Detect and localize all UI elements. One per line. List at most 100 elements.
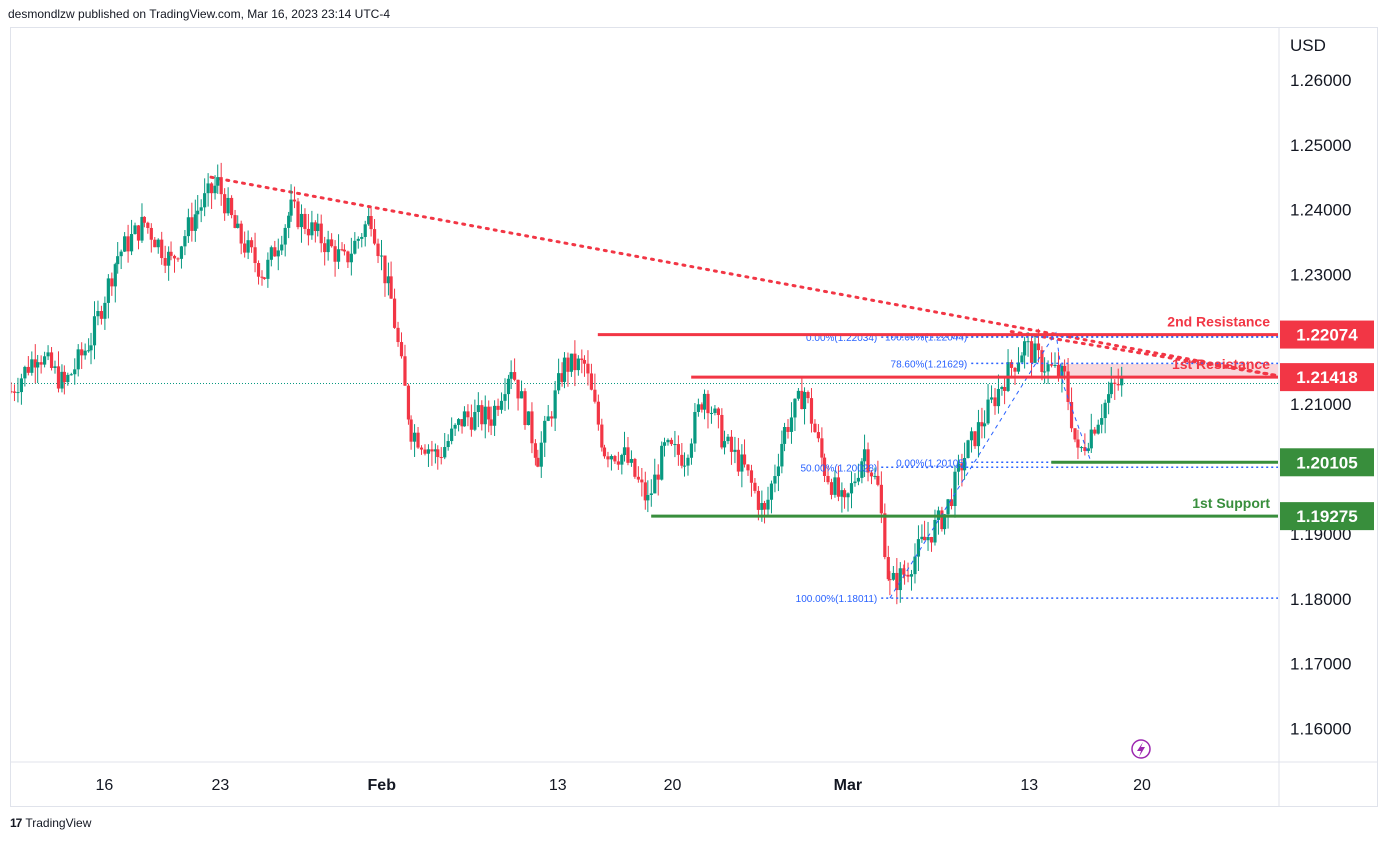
candle-body xyxy=(439,457,443,459)
candle-body xyxy=(913,556,917,575)
candle-body xyxy=(43,356,47,365)
candle-body xyxy=(926,536,930,541)
candle-body xyxy=(1066,371,1070,402)
time-tick-label: 23 xyxy=(211,777,229,794)
time-tick-label: 13 xyxy=(549,777,567,794)
candle-body xyxy=(126,236,130,252)
candle-body xyxy=(933,519,937,543)
candle-body xyxy=(1049,364,1054,366)
price-tag-label: 1.21418 xyxy=(1296,368,1357,387)
candle-body xyxy=(243,243,247,253)
candle-body xyxy=(89,345,93,351)
plot-area[interactable]: 100.00%(1.18011) 50.00%(1.20028) 0.00%(1.2… xyxy=(9,162,1281,605)
candle-body xyxy=(313,222,317,232)
candle-body xyxy=(246,240,250,253)
candle-body xyxy=(333,246,337,262)
candle-body xyxy=(1040,350,1044,372)
candle-body xyxy=(539,442,543,467)
candle-body xyxy=(462,411,467,427)
candle-body xyxy=(909,574,914,577)
candle-body xyxy=(480,405,484,425)
candle-body xyxy=(729,436,734,452)
candle-body xyxy=(746,464,750,471)
candle-body xyxy=(209,183,214,194)
candle-body xyxy=(266,259,270,279)
price-tick-label: 1.26000 xyxy=(1290,71,1351,90)
candle-body xyxy=(46,352,50,357)
candle-body xyxy=(602,447,607,457)
lightning-bolt-icon[interactable] xyxy=(1131,739,1151,759)
candle-body xyxy=(689,443,694,458)
candle-body xyxy=(869,472,874,477)
candle-body xyxy=(76,349,80,370)
candle-body xyxy=(826,475,830,483)
price-tag-box xyxy=(1280,363,1374,392)
candle-body xyxy=(776,466,781,477)
candle-body xyxy=(292,199,297,202)
candle-body xyxy=(860,461,864,478)
candle-body xyxy=(782,427,787,444)
candle-body xyxy=(546,416,550,421)
price-tag-box xyxy=(1280,448,1374,477)
level-label: 1st Support xyxy=(1192,495,1270,511)
candle-body xyxy=(492,405,497,426)
candle-body xyxy=(30,359,34,373)
candle-body xyxy=(1069,401,1074,429)
candle-body xyxy=(129,234,134,252)
candle-body xyxy=(19,378,24,393)
candle-body xyxy=(83,350,87,356)
time-tick-label: 16 xyxy=(95,777,113,794)
candle-body xyxy=(223,194,227,214)
candle-body xyxy=(260,276,264,278)
candle-body xyxy=(686,457,690,466)
candle-body xyxy=(473,411,477,430)
price-tick-label: 1.24000 xyxy=(1290,201,1351,220)
candle-body xyxy=(512,372,517,380)
candle-body xyxy=(1116,383,1120,386)
candle-body xyxy=(806,392,810,399)
candle-body xyxy=(190,217,194,231)
candle-body xyxy=(406,385,411,420)
candle-body xyxy=(96,311,100,317)
candle-body xyxy=(367,216,371,225)
time-axis[interactable]: 16 23 Feb 13 20 Mar 13 20 xyxy=(95,777,1151,794)
candle-body xyxy=(920,536,924,540)
candle-body xyxy=(953,471,957,507)
price-tags: 1.22074 1.21418 1.20105 1.19275 xyxy=(1280,320,1374,531)
candle-body xyxy=(629,458,634,463)
candle-body xyxy=(396,327,400,343)
candle-body xyxy=(460,419,464,427)
candle-body xyxy=(633,458,637,477)
candle-body xyxy=(1053,364,1057,366)
candle-body xyxy=(693,411,697,444)
currency-label: USD xyxy=(1290,36,1326,55)
tradingview-footer: 17 TradingView xyxy=(10,816,91,830)
candle-body xyxy=(519,391,524,399)
candle-body xyxy=(389,276,393,299)
candle-body xyxy=(239,223,243,244)
candle-body xyxy=(1076,439,1080,448)
candle-body xyxy=(550,416,554,419)
candle-body xyxy=(1113,382,1117,384)
price-tick-label: 1.25000 xyxy=(1290,136,1351,155)
candle-body xyxy=(160,239,164,259)
candle-body xyxy=(419,447,424,450)
candle-body xyxy=(142,216,146,223)
candle-body xyxy=(873,475,877,477)
candle-body xyxy=(186,217,190,237)
candle-body xyxy=(722,441,727,448)
candle-body xyxy=(993,397,997,407)
candle-body xyxy=(680,454,684,466)
candle-body xyxy=(206,183,210,194)
candle-body xyxy=(646,494,650,501)
candle-body xyxy=(516,379,520,399)
candle-body xyxy=(330,239,334,247)
candle-body xyxy=(696,404,700,412)
candle-body xyxy=(573,353,577,371)
price-tag-label: 1.20105 xyxy=(1296,453,1357,472)
candle-body xyxy=(849,483,854,494)
candle-body xyxy=(193,214,197,231)
candle-body xyxy=(842,490,847,498)
price-axis[interactable]: 1.260001.250001.240001.230001.210001.190… xyxy=(1290,71,1351,739)
